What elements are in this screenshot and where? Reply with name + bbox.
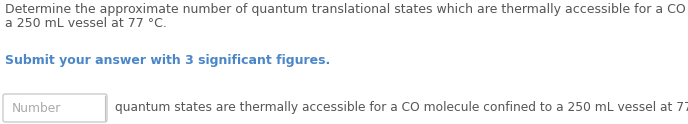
Text: a 250 mL vessel at 77 °C.: a 250 mL vessel at 77 °C. [5,17,167,30]
Text: Number: Number [12,102,61,114]
FancyBboxPatch shape [3,94,107,122]
Text: quantum states are thermally accessible for a CO molecule confined to a 250 mL v: quantum states are thermally accessible … [115,102,688,114]
Text: Submit your answer with 3 significant figures.: Submit your answer with 3 significant fi… [5,54,330,67]
Text: Determine the approximate number of quantum translational states which are therm: Determine the approximate number of quan… [5,3,688,16]
